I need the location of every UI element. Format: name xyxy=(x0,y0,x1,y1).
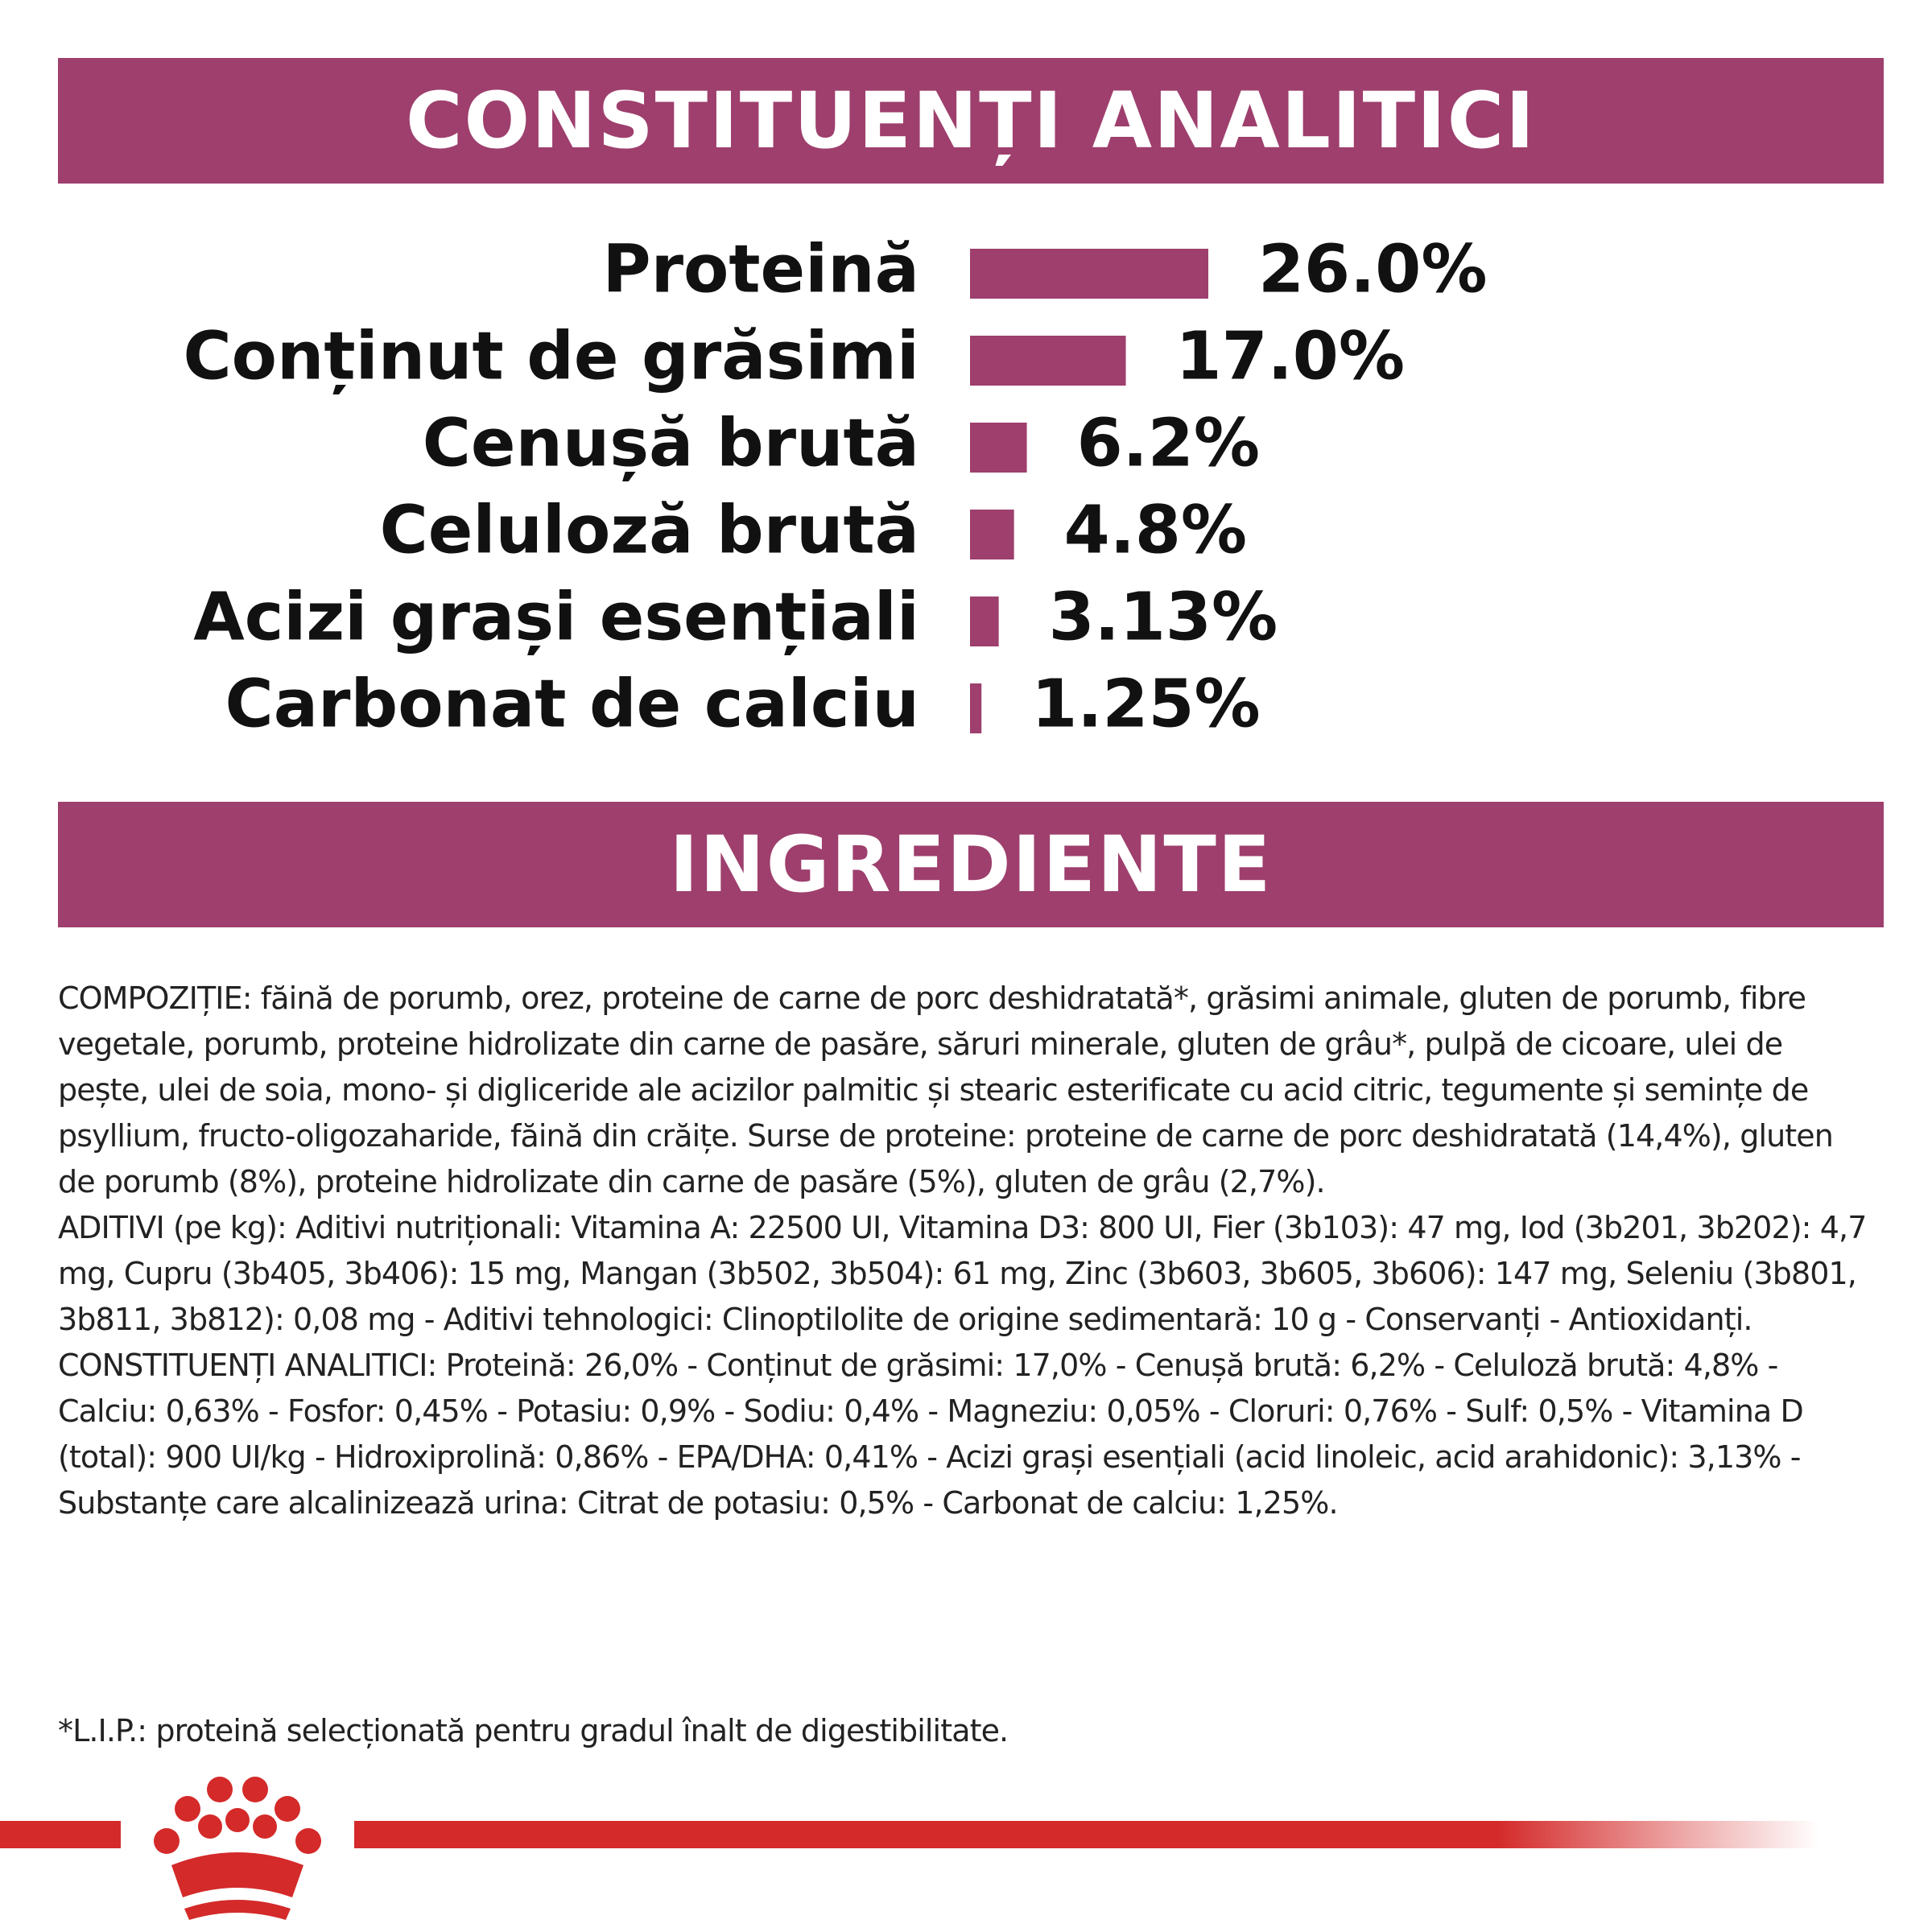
additives-paragraph: ADITIVI (pe kg): Aditivi nutriționali: V… xyxy=(58,1210,1867,1337)
category-label: Carbonat de calciu xyxy=(225,666,919,742)
category-label: Proteină xyxy=(602,231,919,308)
footnote: *L.I.P.: proteină selecționată pentru gr… xyxy=(58,1713,1009,1748)
crown-icon xyxy=(154,1777,321,1920)
bar xyxy=(970,683,982,733)
bar xyxy=(970,249,1208,299)
nutrient-bar-chart: Proteină 26.0% Conținut de grăsimi 17.0% Cen… xyxy=(184,231,1488,742)
category-label: Acizi grași esențiali xyxy=(193,579,919,655)
category-label: Cenușă brută xyxy=(423,405,919,481)
bar xyxy=(970,423,1027,473)
value-label: 4.8% xyxy=(1064,492,1247,568)
value-label: 26.0% xyxy=(1258,231,1487,308)
category-label: Celuloză brută xyxy=(380,492,919,568)
value-label: 1.25% xyxy=(1031,666,1260,742)
value-label: 3.13% xyxy=(1049,579,1278,655)
ingredients-text: COMPOZIȚIE: făină de porumb, orez, prote… xyxy=(58,976,1877,1526)
ingredients-section-title: INGREDIENTE xyxy=(58,802,1884,927)
analytics-section-title: CONSTITUENȚI ANALITICI xyxy=(58,58,1884,184)
bar xyxy=(970,597,999,646)
value-label: 6.2% xyxy=(1077,405,1260,481)
category-label: Conținut de grăsimi xyxy=(184,318,920,394)
footer-stripe-left xyxy=(0,1821,121,1848)
composition-paragraph: COMPOZIȚIE: făină de porumb, orez, prote… xyxy=(58,980,1834,1199)
value-label: 17.0% xyxy=(1176,318,1405,394)
bar xyxy=(970,510,1014,559)
bar xyxy=(970,336,1126,386)
footer-stripe-right xyxy=(354,1821,1819,1848)
analytical-constituents-paragraph: CONSTITUENȚI ANALITICI: Proteină: 26,0% … xyxy=(58,1348,1804,1521)
